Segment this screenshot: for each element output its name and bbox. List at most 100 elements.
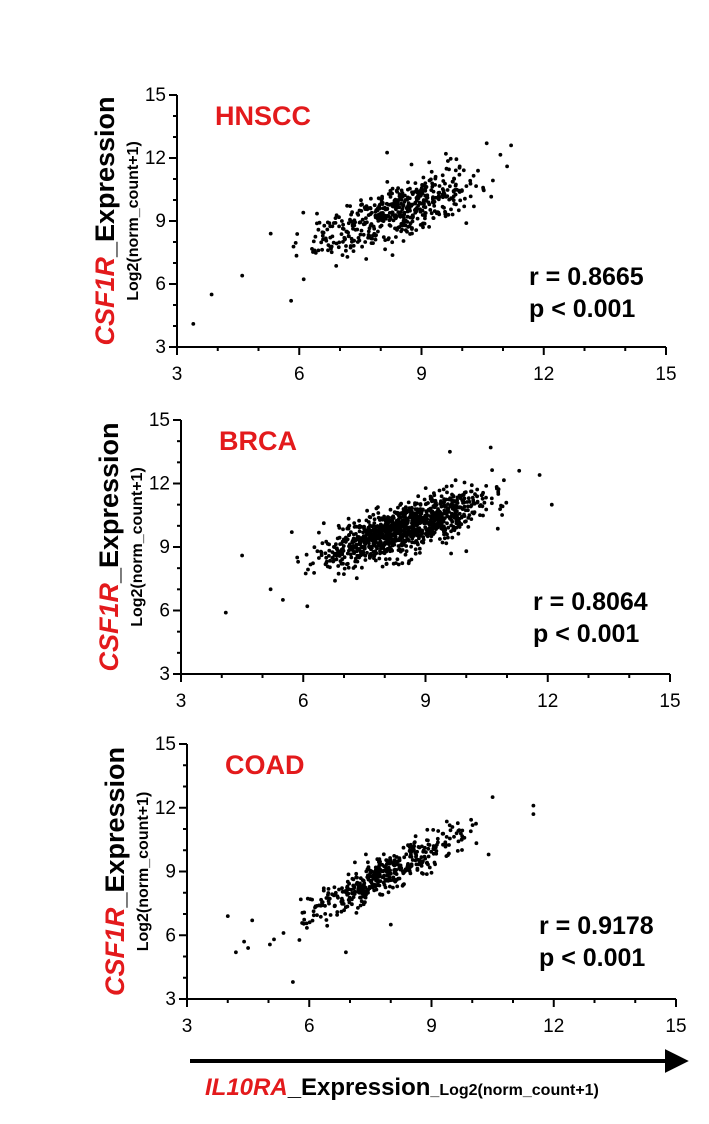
data-point bbox=[424, 872, 429, 876]
data-point bbox=[392, 858, 397, 863]
data-point bbox=[360, 565, 364, 570]
data-point bbox=[335, 910, 340, 914]
data-point bbox=[446, 502, 450, 506]
y-axis-suffix: _Expression bbox=[90, 96, 120, 258]
data-point bbox=[330, 550, 335, 554]
data-point bbox=[460, 848, 464, 852]
data-point bbox=[404, 549, 409, 554]
data-point bbox=[369, 241, 374, 246]
x-tick-label: 15 bbox=[655, 364, 676, 385]
data-point bbox=[347, 533, 351, 538]
data-point bbox=[444, 819, 449, 824]
data-point bbox=[431, 216, 436, 220]
y-tick-label: 9 bbox=[165, 862, 176, 883]
data-point bbox=[498, 152, 503, 157]
data-point bbox=[424, 850, 428, 854]
data-point bbox=[456, 517, 461, 521]
data-point bbox=[371, 550, 376, 554]
data-point bbox=[462, 490, 467, 495]
data-point bbox=[431, 532, 436, 536]
data-point bbox=[358, 895, 362, 900]
x-axis-gene: IL10RA bbox=[205, 1074, 288, 1101]
data-point bbox=[442, 532, 446, 537]
data-point bbox=[385, 180, 390, 184]
data-point bbox=[354, 911, 359, 915]
data-point bbox=[293, 241, 298, 245]
data-point bbox=[420, 208, 425, 213]
data-point bbox=[363, 558, 368, 562]
data-point bbox=[372, 556, 376, 561]
data-point bbox=[359, 899, 364, 904]
data-point bbox=[459, 831, 463, 836]
stat-p: p < 0.001 bbox=[539, 944, 645, 972]
data-point bbox=[462, 504, 467, 509]
data-point bbox=[341, 548, 346, 553]
data-point bbox=[491, 178, 495, 183]
data-point bbox=[423, 216, 427, 221]
data-point bbox=[453, 478, 458, 483]
data-point bbox=[455, 495, 460, 500]
data-point bbox=[369, 547, 373, 552]
data-point bbox=[429, 870, 434, 875]
data-point bbox=[385, 878, 390, 883]
data-point bbox=[475, 487, 480, 492]
data-point bbox=[334, 557, 339, 562]
data-point bbox=[402, 508, 407, 512]
data-point bbox=[326, 899, 331, 904]
data-point bbox=[376, 505, 380, 509]
data-point bbox=[454, 202, 458, 207]
data-point bbox=[385, 524, 389, 529]
data-point bbox=[327, 554, 331, 558]
data-point bbox=[436, 840, 440, 845]
data-point bbox=[450, 212, 455, 217]
data-point bbox=[480, 504, 485, 509]
data-point bbox=[319, 240, 324, 245]
data-point bbox=[422, 202, 426, 206]
data-point bbox=[336, 245, 341, 250]
data-point bbox=[406, 187, 410, 192]
data-point bbox=[378, 216, 383, 221]
data-point bbox=[345, 229, 349, 234]
data-point bbox=[471, 173, 476, 178]
data-point bbox=[325, 227, 330, 232]
data-point bbox=[443, 498, 447, 502]
data-point bbox=[405, 519, 410, 524]
data-point bbox=[454, 157, 459, 162]
data-point bbox=[383, 885, 388, 890]
data-point bbox=[357, 220, 362, 225]
data-point bbox=[361, 536, 366, 540]
data-point bbox=[343, 540, 348, 544]
data-point bbox=[393, 534, 398, 539]
data-point bbox=[447, 823, 452, 828]
data-point bbox=[369, 222, 374, 226]
data-point bbox=[318, 914, 323, 919]
data-point bbox=[484, 484, 489, 488]
data-point bbox=[326, 893, 330, 897]
data-point bbox=[365, 867, 370, 871]
data-point bbox=[505, 164, 509, 169]
data-point bbox=[414, 187, 419, 192]
data-point bbox=[407, 869, 412, 873]
data-point bbox=[388, 922, 393, 927]
data-point bbox=[448, 836, 452, 841]
data-point bbox=[417, 200, 422, 205]
data-point bbox=[380, 564, 385, 569]
data-point bbox=[327, 221, 332, 226]
data-point bbox=[397, 866, 402, 871]
data-point bbox=[413, 181, 418, 186]
x-tick-label: 9 bbox=[420, 691, 431, 712]
data-point bbox=[468, 194, 473, 199]
data-point bbox=[454, 511, 458, 515]
data-point bbox=[312, 571, 316, 575]
data-point bbox=[289, 298, 293, 303]
data-point bbox=[388, 871, 393, 876]
data-point bbox=[320, 247, 324, 252]
data-point bbox=[337, 224, 341, 229]
data-point bbox=[359, 889, 363, 894]
data-point bbox=[413, 547, 418, 552]
data-point bbox=[328, 913, 333, 917]
data-point bbox=[373, 237, 378, 242]
data-point bbox=[463, 196, 467, 201]
data-point bbox=[242, 939, 247, 944]
